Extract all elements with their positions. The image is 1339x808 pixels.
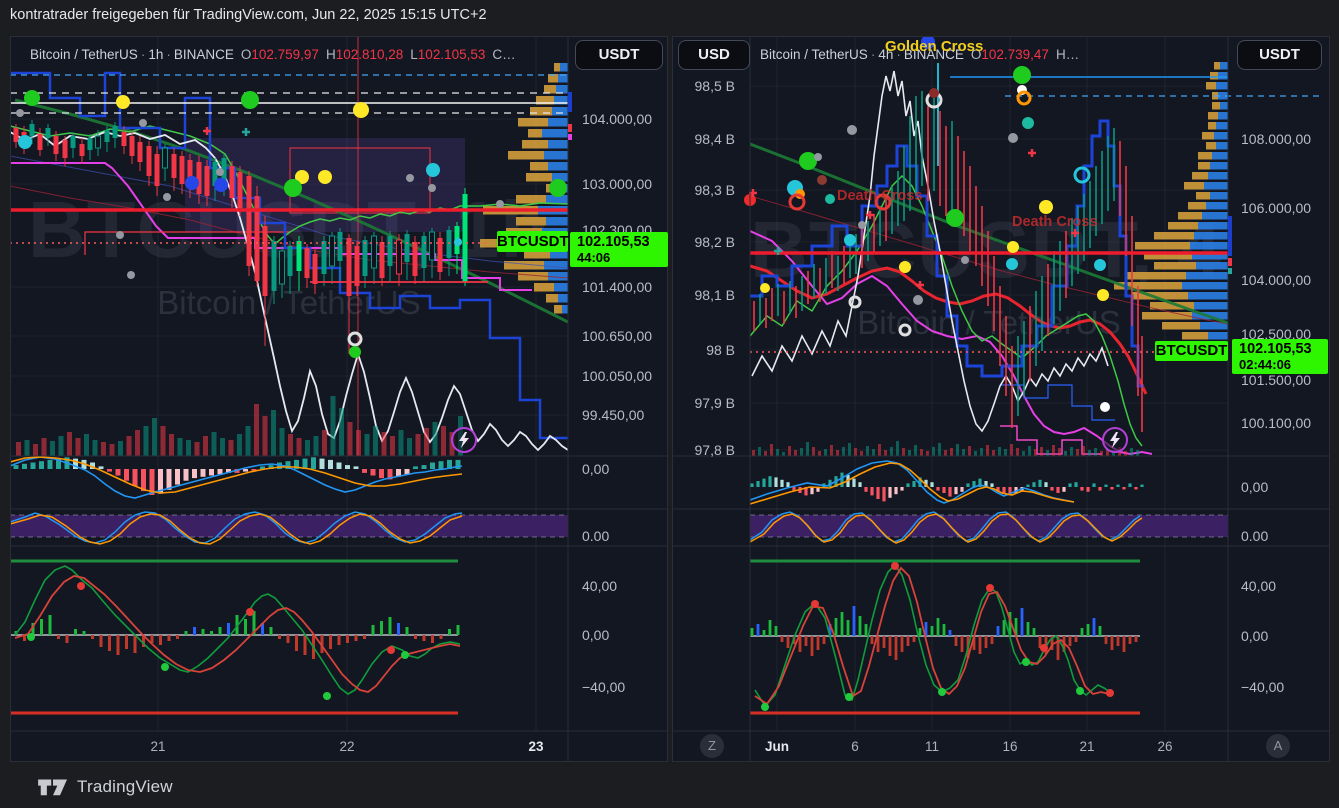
- symbol-price-flag: BTCUSDT: [497, 231, 569, 252]
- chart-legend-1h: Bitcoin / TetherUS · 1h · BINANCE O102.759,97…: [30, 47, 516, 62]
- auto-scale-button[interactable]: A: [1266, 734, 1290, 758]
- last-price-value: 102.105,53: [577, 234, 650, 250]
- axis-label: 104.000,00: [1241, 272, 1312, 288]
- chart-canvas-4h[interactable]: [672, 36, 1330, 762]
- last-price-label-4h: 102.105,53 02:44:06: [1232, 339, 1328, 374]
- time-axis-label: 22: [339, 739, 355, 754]
- legend-symbol[interactable]: Bitcoin / TetherUS: [30, 47, 138, 62]
- currency-toggle-usdt[interactable]: USDT: [1237, 40, 1322, 70]
- legend-exchange: BINANCE: [173, 47, 234, 62]
- axis-label: 0,00: [582, 461, 610, 477]
- time-axis-label: 23: [528, 739, 544, 754]
- axis-label: 104.000,00: [582, 111, 653, 127]
- axis-label: 100.650,00: [582, 328, 653, 344]
- chart-panel-4h[interactable]: BTCUSDT, 4h Bitcoin / TetherUS Bitcoin /…: [672, 36, 1330, 762]
- axis-label: 98,5 B: [694, 78, 735, 94]
- last-price-value: 102.105,53: [1239, 341, 1312, 357]
- axis-label: 97,8 B: [694, 442, 735, 458]
- axis-label: 0,00: [1241, 628, 1269, 644]
- price-axis-4h[interactable]: 108.000,00 106.000,00 104.000,00 102.500,00…: [1229, 36, 1330, 731]
- axis-label: −40,00: [1241, 679, 1285, 695]
- tradingview-logo[interactable]: TradingView: [38, 776, 173, 797]
- time-axis-label: Jun: [764, 739, 790, 754]
- marketcap-axis-usd[interactable]: 98,5 B 98,4 B 98,3 B 98,2 B 98,1 B 98 B 97,9 B…: [673, 36, 743, 731]
- axis-label: 98,2 B: [694, 234, 735, 250]
- tradingview-logo-text: TradingView: [77, 776, 173, 796]
- legend-interval[interactable]: 4h: [878, 47, 894, 62]
- last-price-label-1h: 102.105,53 44:06: [570, 232, 668, 267]
- axis-label: 40,00: [1241, 578, 1277, 594]
- legend-interval[interactable]: 1h: [148, 47, 164, 62]
- time-axis-4h[interactable]: Z A Jun 6 11 16 21 26: [672, 731, 1330, 762]
- axis-label: 98,1 B: [694, 287, 735, 303]
- currency-toggle-usdt[interactable]: USDT: [575, 40, 663, 70]
- axis-label: −40,00: [582, 679, 626, 695]
- axis-label: 0,00: [1241, 479, 1269, 495]
- time-axis-label: 16: [1002, 739, 1018, 754]
- share-watermark-text: kontratrader freigegeben für TradingView…: [10, 7, 487, 23]
- axis-label: 98 B: [706, 342, 735, 358]
- axis-label: 98,4 B: [694, 131, 735, 147]
- axis-label: 40,00: [582, 578, 618, 594]
- bar-countdown: 02:44:06: [1239, 357, 1292, 372]
- chart-canvas-1h[interactable]: [10, 36, 668, 762]
- chart-panel-1h[interactable]: BTCUSDT, 1h Bitcoin / TetherUS Bitcoin /…: [10, 36, 668, 762]
- tradingview-icon: [38, 779, 67, 796]
- axis-label: 103.000,00: [582, 176, 653, 192]
- axis-label: 102.500,00: [1241, 326, 1312, 342]
- legend-symbol[interactable]: Bitcoin / TetherUS: [760, 47, 868, 62]
- lightning-button[interactable]: [1102, 427, 1128, 453]
- bar-countdown: 44:06: [577, 250, 611, 265]
- currency-toggle-usd[interactable]: USD: [678, 40, 750, 70]
- axis-label: 101.500,00: [1241, 372, 1312, 388]
- price-axis-1h[interactable]: 104.000,00 103.000,00 102.300,00 101.400,00…: [569, 36, 668, 731]
- timezone-button[interactable]: Z: [700, 734, 724, 758]
- axis-label: 0.00: [582, 528, 610, 544]
- time-axis-label: 21: [150, 739, 166, 754]
- axis-label: 99.450,00: [582, 407, 645, 423]
- chart-legend-4h: Bitcoin / TetherUS · 4h · BINANCE O102.739,47…: [760, 47, 1080, 62]
- axis-label: 0.00: [1241, 528, 1269, 544]
- time-axis-1h[interactable]: 21 22 23: [10, 731, 668, 762]
- symbol-price-flag: BTCUSDT: [1155, 341, 1228, 361]
- axis-label: 101.400,00: [582, 279, 653, 295]
- axis-label: 100.100,00: [1241, 415, 1312, 431]
- axis-label: 108.000,00: [1241, 131, 1312, 147]
- axis-label: 100.050,00: [582, 368, 653, 384]
- time-axis-label: 21: [1079, 739, 1095, 754]
- legend-exchange: BINANCE: [903, 47, 964, 62]
- axis-label: 97,9 B: [694, 395, 735, 411]
- axis-label: 98,3 B: [694, 182, 735, 198]
- lightning-button[interactable]: [451, 427, 477, 453]
- time-axis-label: 26: [1157, 739, 1173, 754]
- axis-label: 0,00: [582, 627, 610, 643]
- axis-label: 106.000,00: [1241, 200, 1312, 216]
- time-axis-label: 6: [851, 739, 859, 754]
- time-axis-label: 11: [924, 739, 940, 754]
